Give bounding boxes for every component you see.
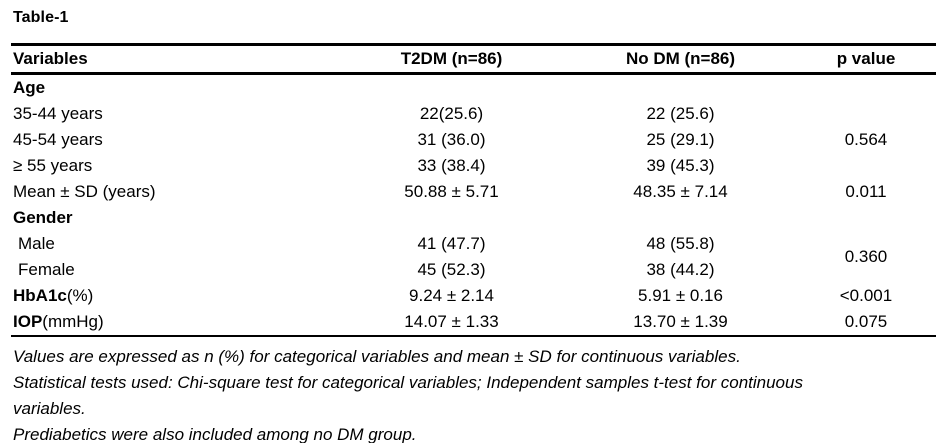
cell-nodm: 38 (44.2) xyxy=(646,260,715,279)
cell-pvalue: <0.001 xyxy=(839,286,893,305)
cell-empty xyxy=(796,74,936,102)
footnote-statistical-tests: Statistical tests used: Chi-square test … xyxy=(13,373,803,392)
table-row-female: Female 45 (52.3) 38 (44.2) xyxy=(11,257,936,283)
row-label: Male xyxy=(18,234,55,253)
cell-t2dm: 9.24 ± 2.14 xyxy=(409,286,494,305)
cell-pvalue: 0.011 xyxy=(845,182,887,201)
row-label-iop: IOP(mmHg) xyxy=(11,309,338,336)
table-row-age-55plus: ≥ 55 years 33 (38.4) 39 (45.3) xyxy=(11,153,936,179)
cell-t2dm: 41 (47.7) xyxy=(417,234,486,253)
table-row-age-mean: Mean ± SD (years) 50.88 ± 5.71 48.35 ± 7… xyxy=(11,179,936,205)
table-title: Table-1 xyxy=(13,9,69,26)
row-label: Female xyxy=(18,260,75,279)
cell-empty xyxy=(796,205,936,231)
table-header: Variables T2DM (n=86) No DM (n=86) p val… xyxy=(11,44,936,74)
table-row-age-35-44: 35-44 years 22(25.6) 22 (25.6) 0.564 xyxy=(11,101,936,149)
cell-t2dm: 31 (36.0) xyxy=(417,130,486,149)
cell-empty xyxy=(338,74,565,102)
cell-t2dm: 50.88 ± 5.71 xyxy=(404,182,499,201)
comparison-table: Variables T2DM (n=86) No DM (n=86) p val… xyxy=(11,43,936,337)
col-header-pvalue: p value xyxy=(836,49,896,68)
row-label-gender: Gender xyxy=(13,208,73,227)
cell-t2dm: 33 (38.4) xyxy=(417,156,486,175)
cell-pvalue: 0.075 xyxy=(844,312,888,331)
cell-t2dm: 14.07 ± 1.33 xyxy=(404,312,499,331)
header-row: Variables T2DM (n=86) No DM (n=86) p val… xyxy=(11,44,936,74)
row-label-main: HbA1c xyxy=(13,286,67,305)
footnote-statistical-tests-wrap: variables. xyxy=(13,399,86,418)
col-header-t2dm: T2DM (n=86) xyxy=(400,49,503,68)
cell-nodm: 5.91 ± 0.16 xyxy=(638,286,723,305)
row-label: Mean ± SD (years) xyxy=(13,182,156,201)
col-header-variables: Variables xyxy=(13,49,88,68)
row-label: ≥ 55 years xyxy=(13,156,93,175)
row-label-unit: (mmHg) xyxy=(42,312,104,331)
table-row-hba1c: HbA1c(%) 9.24 ± 2.14 5.91 ± 0.16 <0.001 xyxy=(11,283,936,309)
col-header-nodm: No DM (n=86) xyxy=(625,49,736,68)
cell-t2dm: 22(25.6) xyxy=(419,104,484,123)
cell-nodm: 39 (45.3) xyxy=(646,156,715,175)
table-row-age-45-54: 45-54 years 31 (36.0) 25 (29.1) xyxy=(11,127,936,153)
row-label-main: IOP xyxy=(13,312,43,331)
row-label-hba1c: HbA1c(%) xyxy=(11,283,338,309)
cell-pvalue-gender: 0.360 xyxy=(844,247,888,266)
cell-empty xyxy=(565,205,796,231)
table-row-male: Male 41 (47.7) 48 (55.8) 0.360 xyxy=(11,231,936,266)
cell-empty xyxy=(565,74,796,102)
table-footnotes: Values are expressed as n (%) for catego… xyxy=(13,344,935,443)
footnote-values-expressed: Values are expressed as n (%) for catego… xyxy=(13,347,741,366)
cell-nodm: 25 (29.1) xyxy=(646,130,715,149)
table-body: Age 35-44 years 22(25.6) 22 (25.6) 0.564… xyxy=(11,74,936,336)
cell-t2dm: 45 (52.3) xyxy=(417,260,486,279)
cell-empty xyxy=(338,205,565,231)
cell-nodm: 48 (55.8) xyxy=(646,234,715,253)
cell-nodm: 48.35 ± 7.14 xyxy=(633,182,728,201)
cell-nodm: 22 (25.6) xyxy=(646,104,715,123)
row-label: 45-54 years xyxy=(13,130,103,149)
cell-nodm: 13.70 ± 1.39 xyxy=(633,312,728,331)
row-label-age: Age xyxy=(13,78,46,97)
row-label-unit: (%) xyxy=(66,286,94,305)
table-row-gender-group: Gender xyxy=(11,205,936,231)
table-row-iop: IOP(mmHg) 14.07 ± 1.33 13.70 ± 1.39 0.07… xyxy=(11,309,936,336)
row-label: 35-44 years xyxy=(13,104,103,123)
table-row-age-group: Age xyxy=(11,74,936,102)
cell-pvalue-age: 0.564 xyxy=(844,130,888,149)
footnote-prediabetics: Prediabetics were also included among no… xyxy=(13,425,417,443)
